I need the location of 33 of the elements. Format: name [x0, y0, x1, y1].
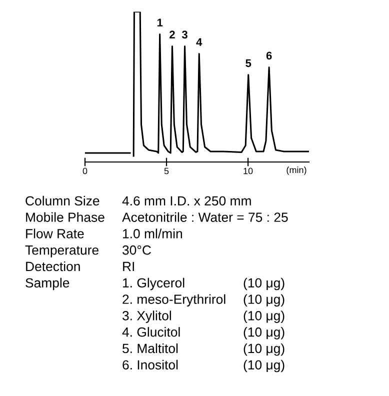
text: Detection: [26, 261, 80, 272]
text: 5. Maltitol: [122, 343, 178, 354]
text: 1.0 ml/min: [123, 228, 182, 238]
x-tick-label: 0: [82, 168, 88, 174]
x-axis-title: (min): [286, 166, 306, 175]
text: Flow Rate: [26, 228, 84, 238]
text: (10 μg): [244, 360, 284, 372]
text: Acetonitrile : Water = 75 : 25: [122, 212, 288, 222]
text: (10 μg): [244, 278, 284, 290]
annotation: 5: [246, 59, 252, 68]
text: 6. Inositol: [122, 360, 178, 370]
text: 3. Xylitol: [122, 310, 171, 323]
text: 1. Glycerol: [123, 278, 184, 290]
annotation: 3: [182, 30, 188, 39]
x-tick-label: 5: [164, 168, 169, 174]
text: (10 μg): [244, 294, 284, 307]
x-tick-label: 10: [244, 168, 253, 174]
annotation: 4: [196, 38, 202, 46]
text: 4. Glucitol: [122, 327, 180, 337]
text: 4.6 mm I.D. x 250 mm: [122, 196, 251, 206]
text: 30°C: [122, 245, 151, 255]
text: Column Size: [26, 196, 100, 206]
text: Sample: [26, 278, 70, 290]
annotation: 1: [157, 18, 163, 26]
text: (10 μg): [244, 327, 284, 340]
annotation: 6: [266, 52, 272, 60]
text: 2. meso-Erythrirol: [122, 294, 226, 307]
text: RI: [123, 262, 134, 272]
text: (10 μg): [244, 343, 284, 356]
text: Temperature: [25, 246, 98, 258]
annotation: 2: [170, 30, 175, 38]
text: Mobile Phase: [26, 212, 104, 222]
text: (10 μg): [244, 310, 284, 323]
